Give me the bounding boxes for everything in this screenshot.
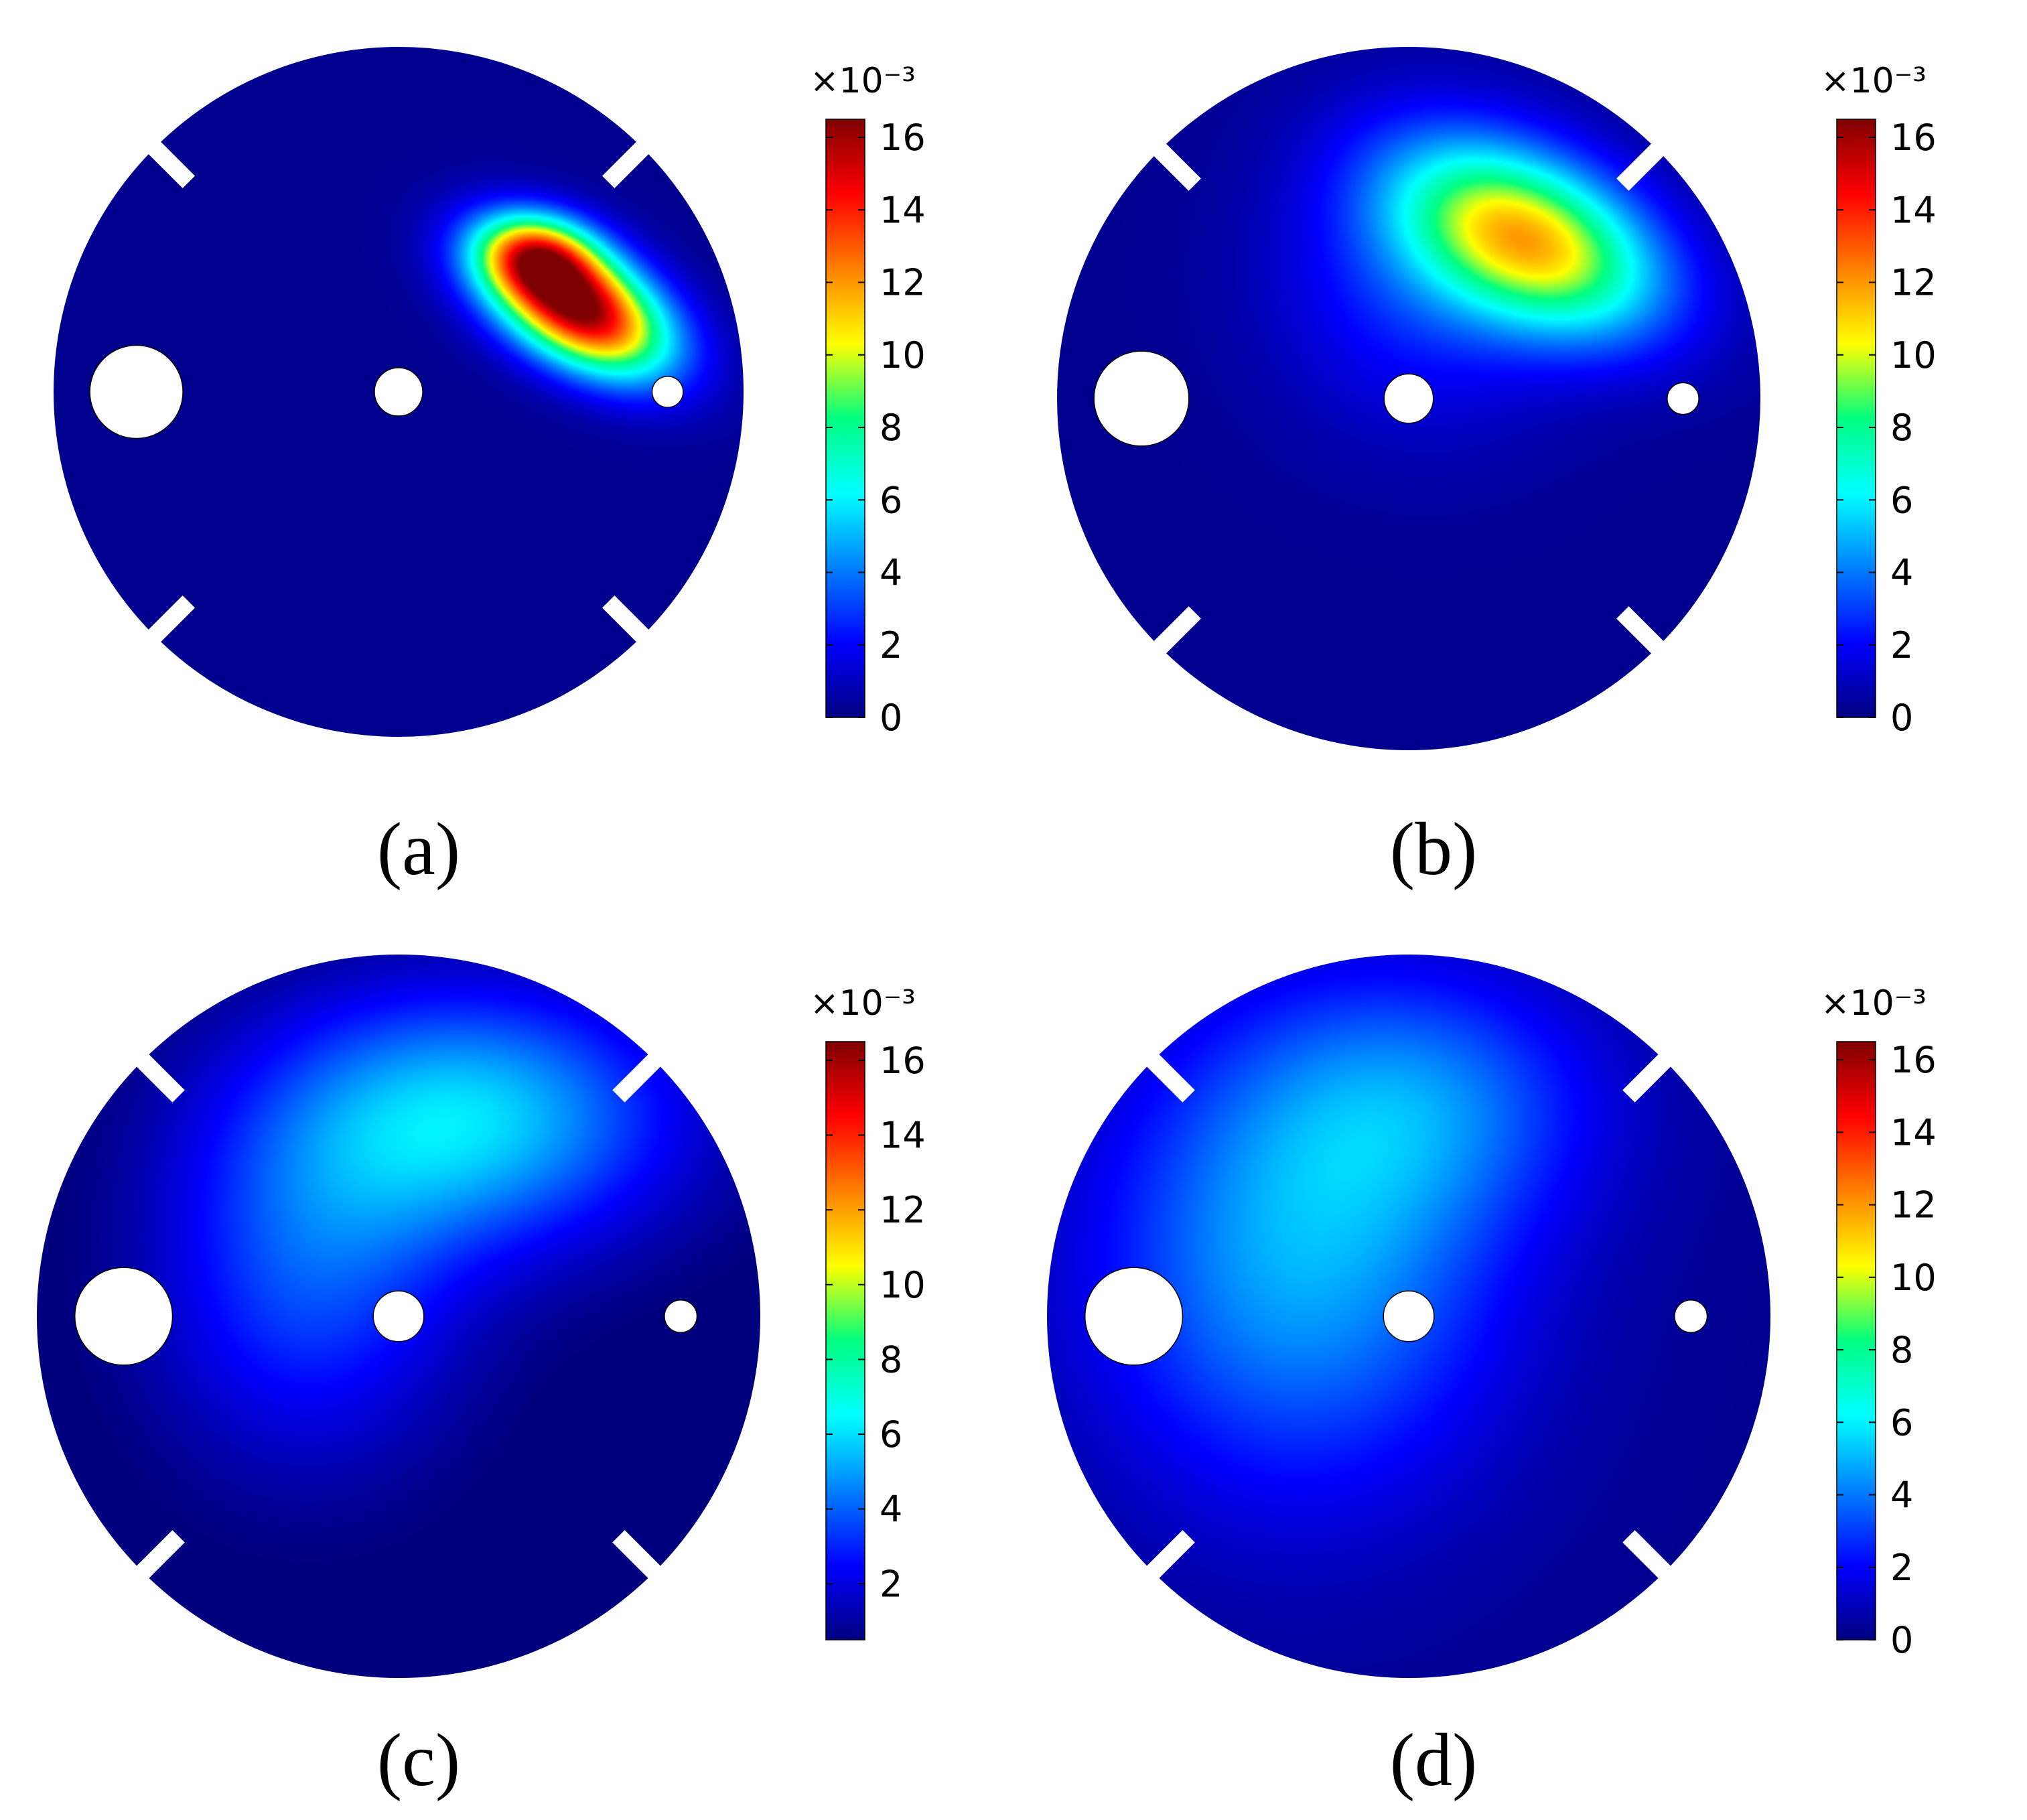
edge-slot-0 (1146, 136, 1201, 191)
panel-label: (a) (377, 808, 460, 891)
edge-slot-1 (1616, 136, 1671, 191)
large-left-hole (1093, 350, 1190, 447)
large-left-hole (1084, 1267, 1184, 1366)
colorbar (825, 1041, 865, 1640)
edge-slot-0 (141, 134, 196, 189)
panel-b: 0 2 4 6 8 10 12 14 16 ×10⁻³ (b) (1057, 47, 1937, 891)
colorbar-tick-label: 10 (1890, 334, 1937, 376)
colorbar-tick-label: 4 (880, 1488, 902, 1531)
colorbar-tick-label: 16 (880, 1040, 926, 1082)
colorbar (1836, 119, 1876, 718)
colorbar-multiplier: ×10⁻³ (1821, 61, 1927, 101)
edge-slot-3 (141, 595, 196, 650)
colorbar-tick-label: 12 (1890, 262, 1937, 304)
edge-slot-2 (1616, 606, 1671, 661)
edge-slot-3 (1146, 606, 1201, 661)
panel-label: (b) (1390, 808, 1478, 891)
colorbar-tick-label: 4 (1890, 1474, 1913, 1517)
colorbar-tick-label: 10 (1890, 1257, 1937, 1299)
colorbar-tick-label: 14 (1890, 1111, 1937, 1153)
center-hole (1383, 373, 1434, 424)
edge-slot-3 (1139, 1530, 1195, 1586)
colorbar-multiplier: ×10⁻³ (810, 983, 916, 1024)
small-right-hole (1674, 1299, 1708, 1334)
small-right-hole (651, 376, 684, 408)
edge-slot-1 (1622, 1046, 1679, 1103)
colorbar-tick-label: 16 (880, 117, 926, 159)
colorbar-tick-label: 6 (880, 1413, 902, 1456)
center-hole (374, 367, 423, 417)
edge-slot-2 (602, 595, 656, 650)
colorbar-tick-label: 2 (880, 624, 902, 667)
colorbar-tick-label: 8 (1890, 1329, 1913, 1371)
colorbar-multiplier: ×10⁻³ (810, 61, 916, 101)
edge-slot-3 (129, 1530, 185, 1586)
colorbar-tick-label: 8 (880, 407, 902, 449)
edge-slot-0 (129, 1046, 185, 1103)
panels-layer: 0 2 4 6 8 10 12 14 16 ×10⁻³ (a) 0 2 4 6 8 10 12 14 16 ×10⁻³ (… (37, 47, 1937, 1802)
colorbar-tick-label: 0 (880, 697, 902, 739)
colorbar-tick-label: 6 (1890, 479, 1913, 521)
edge-slot-0 (1139, 1046, 1195, 1103)
colorbar-tick-label: 8 (1890, 407, 1913, 449)
panel-a: 0 2 4 6 8 10 12 14 16 ×10⁻³ (a) (54, 47, 926, 891)
colorbar-tick-label: 8 (880, 1338, 902, 1381)
colorbar-tick-label: 6 (1890, 1401, 1913, 1444)
edge-slot-2 (612, 1530, 669, 1586)
colorbar-tick-label: 10 (880, 1264, 926, 1306)
panel-d: 0 2 4 6 8 10 12 14 16 ×10⁻³ (d) (1047, 955, 1937, 1802)
colorbar-tick-label: 16 (1890, 1039, 1937, 1081)
large-left-hole (74, 1267, 173, 1366)
colorbar-tick-label: 2 (1890, 1547, 1913, 1589)
large-left-hole (89, 344, 184, 439)
colorbar-tick-label: 14 (880, 1115, 926, 1157)
small-right-hole (1667, 382, 1699, 415)
colorbar-tick-label: 14 (880, 189, 926, 231)
edge-slot-1 (612, 1046, 669, 1103)
small-right-hole (664, 1299, 698, 1334)
edge-slot-1 (602, 134, 656, 189)
center-hole (1383, 1290, 1435, 1342)
panel-label: (c) (377, 1719, 460, 1802)
colorbar-multiplier: ×10⁻³ (1821, 983, 1927, 1024)
colorbar-tick-label: 0 (1890, 697, 1913, 739)
colorbar-tick-label: 2 (880, 1563, 902, 1605)
colorbar-tick-label: 2 (1890, 624, 1913, 667)
colorbar-tick-label: 12 (880, 1189, 926, 1231)
colorbar (1836, 1041, 1876, 1640)
colorbar-tick-label: 10 (880, 334, 926, 376)
panel-c: 2 4 6 8 10 12 14 16 ×10⁻³ (c) (37, 955, 926, 1802)
colorbar-tick-label: 14 (1890, 189, 1937, 231)
colorbar-tick-label: 6 (880, 479, 902, 521)
colorbar-tick-label: 4 (880, 552, 902, 594)
colorbar-tick-label: 4 (1890, 552, 1913, 594)
colorbar (825, 119, 865, 718)
colorbar-tick-label: 12 (880, 262, 926, 304)
colorbar-tick-label: 16 (1890, 117, 1937, 159)
center-hole (372, 1290, 425, 1342)
colorbar-tick-label: 12 (1890, 1184, 1937, 1227)
panel-label: (d) (1390, 1719, 1478, 1802)
colorbar-tick-label: 0 (1890, 1619, 1913, 1661)
edge-slot-2 (1622, 1530, 1679, 1586)
